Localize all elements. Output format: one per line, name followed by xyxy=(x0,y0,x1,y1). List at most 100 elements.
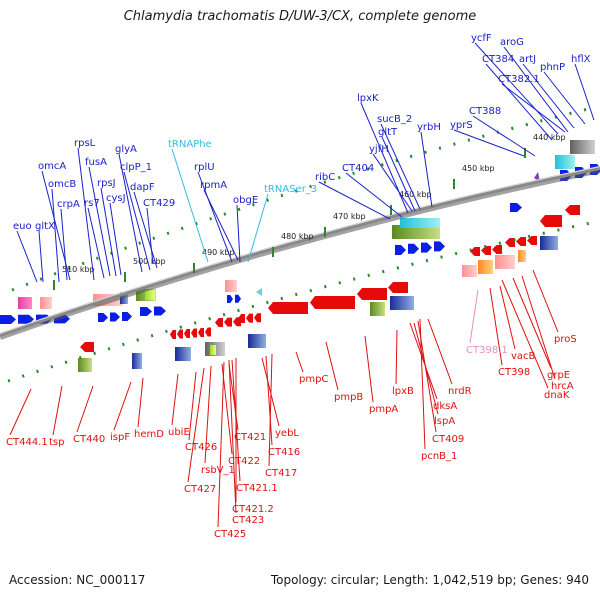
gene-label: rpsL xyxy=(74,138,96,149)
reverse-gene-arrow xyxy=(80,342,94,352)
leader-line xyxy=(204,365,212,464)
gene-label: gltX xyxy=(35,221,55,232)
reverse-gene-arrow xyxy=(198,328,204,337)
leader-line xyxy=(188,371,197,441)
leader-line xyxy=(512,277,552,369)
trna-marker xyxy=(256,288,262,296)
gene-label: CT398 xyxy=(498,367,530,378)
reverse-gene-arrow xyxy=(254,313,261,323)
forward-gene-arrow xyxy=(408,243,419,254)
gene-label: ubiE xyxy=(168,427,190,438)
gene-label: ispF xyxy=(110,432,130,443)
gene-label: euo xyxy=(13,221,32,232)
reverse-gene-arrow xyxy=(191,328,197,338)
gene-label: CT429 xyxy=(143,198,175,209)
annotation-block xyxy=(518,250,526,262)
reverse-gene-arrow xyxy=(184,329,190,338)
leader-line xyxy=(395,329,398,385)
gene-label: yebL xyxy=(275,428,299,439)
gene-label: grpE xyxy=(547,370,570,381)
leader-line xyxy=(52,385,63,436)
gene-label: ribC xyxy=(315,172,335,183)
map-title: Chlamydia trachomatis D/UW-3/CX, complet… xyxy=(123,9,477,24)
leader-line xyxy=(268,353,273,467)
gene-label: omcB xyxy=(48,179,76,190)
gene-label: CT388 xyxy=(469,106,501,117)
leader-line xyxy=(345,172,403,218)
leader-line xyxy=(295,351,304,373)
leader-line xyxy=(574,63,595,121)
gene-label: CT426 xyxy=(185,442,217,453)
reverse-gene-arrow xyxy=(170,330,176,339)
reverse-gene-arrow xyxy=(565,205,580,215)
annotation-block xyxy=(462,265,477,277)
leader-line xyxy=(453,129,525,157)
gene-label: CT423 xyxy=(232,515,264,526)
gene-label: hrcA xyxy=(551,381,574,392)
kbp-tick-label: 450 kbp xyxy=(462,164,495,173)
gene-label: hflX xyxy=(571,54,591,65)
forward-gene-arrow xyxy=(110,312,120,322)
gene-label: clpP_1 xyxy=(120,162,152,173)
gene-label: lpxK xyxy=(357,93,379,104)
gene-label: obgE xyxy=(233,195,258,206)
leader-line xyxy=(236,204,241,263)
kbp-tick-label: 480 kbp xyxy=(281,232,314,241)
leader-line xyxy=(522,63,575,129)
gene-label: tsp xyxy=(49,437,64,448)
reverse-gene-arrow xyxy=(505,238,515,247)
leader-line xyxy=(503,46,569,133)
reverse-gene-arrow xyxy=(527,236,537,245)
gene-label: CT440 xyxy=(73,434,105,445)
forward-gene-arrow xyxy=(0,315,16,324)
leader-line xyxy=(197,171,233,263)
gene-label: CT384 xyxy=(482,54,514,65)
leader-line xyxy=(123,171,151,271)
annotation-block xyxy=(570,140,595,154)
leader-line xyxy=(501,279,549,389)
gene-label: omcA xyxy=(38,161,66,172)
gene-label: tRNASer_3 xyxy=(264,184,317,195)
gene-label: glyA xyxy=(115,144,137,155)
leader-line xyxy=(146,207,154,265)
gene-label: CT416 xyxy=(268,447,300,458)
genome-summary-text: Topology: circular; Length: 1,042,519 bp… xyxy=(270,573,589,587)
gene-label: CT421.1 xyxy=(236,483,278,494)
annotation-block xyxy=(210,345,216,355)
gene-label: cysJ xyxy=(106,193,126,204)
forward-gene-arrow xyxy=(235,294,241,303)
kbp-tick-label: 470 kbp xyxy=(333,212,366,221)
gene-label: pmpC xyxy=(299,374,328,385)
gene-label: hemD xyxy=(134,429,164,440)
gene-label: CT398.1 xyxy=(466,345,508,356)
gene-label: proS xyxy=(554,334,577,345)
leader-line xyxy=(76,385,94,433)
gene-label: phnP xyxy=(540,62,565,73)
leader-line xyxy=(372,153,413,212)
leader-line xyxy=(51,188,60,283)
gene-label: rs7 xyxy=(84,198,100,209)
leader-line xyxy=(474,42,559,135)
gene-label: CT425 xyxy=(214,529,246,540)
reverse-gene-arrow xyxy=(470,247,480,256)
annotation-block xyxy=(225,280,237,292)
forward-gene-arrow xyxy=(395,245,406,255)
backbone-highlight xyxy=(0,165,600,335)
leader-line xyxy=(16,230,38,283)
gene-label: yjfH xyxy=(369,144,389,155)
leader-line xyxy=(499,285,516,350)
leader-line xyxy=(133,191,158,269)
gene-label: CT421 xyxy=(234,432,266,443)
annotation-block xyxy=(540,236,558,250)
gene-label: CT417 xyxy=(265,468,297,479)
feature-layer xyxy=(0,140,600,372)
leader-line xyxy=(217,361,225,528)
gene-label: CT444.1 xyxy=(6,437,48,448)
annotation-block xyxy=(145,290,155,300)
gene-label: tRNAPhe xyxy=(168,139,212,150)
forward-gene-arrow xyxy=(140,307,152,316)
leader-line xyxy=(100,187,117,277)
leader-line xyxy=(318,181,391,220)
kbp-tick-label: 490 kbp xyxy=(202,248,235,257)
gene-label: CT382.1 xyxy=(498,74,540,85)
